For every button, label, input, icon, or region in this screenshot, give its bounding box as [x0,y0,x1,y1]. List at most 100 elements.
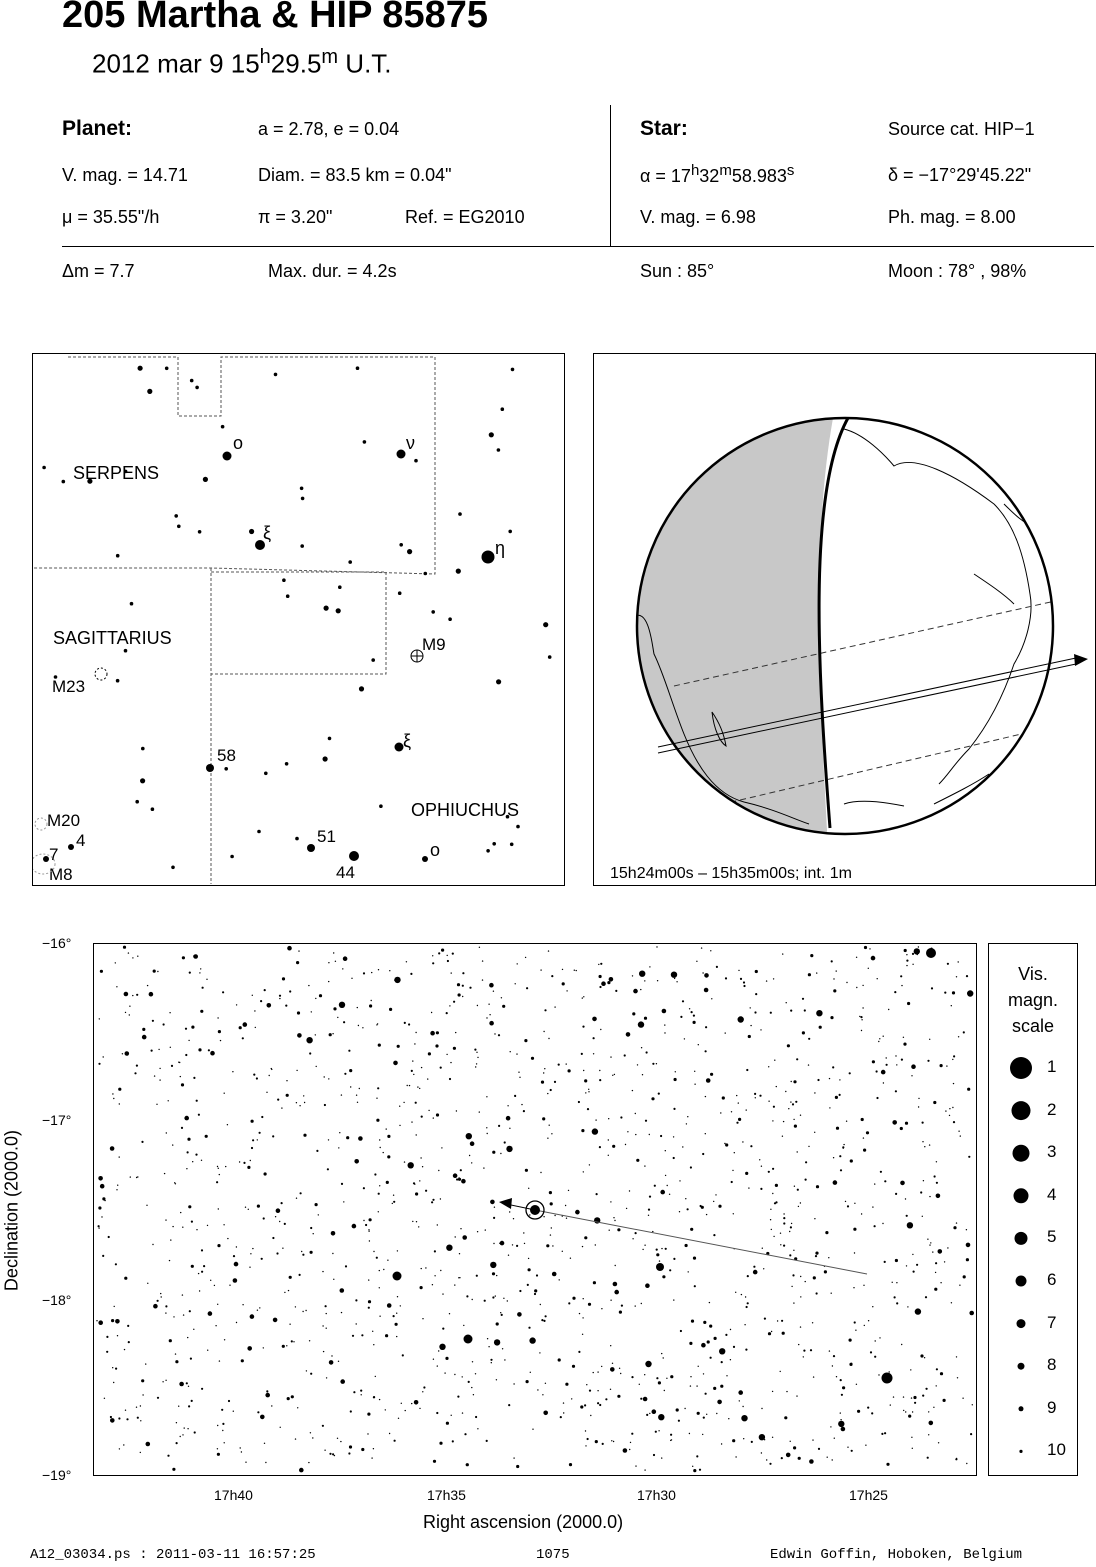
star-dot [124,1276,128,1280]
star-dot [174,514,178,518]
star-dot [568,1302,571,1305]
star-chart [93,943,977,1476]
star-dot [396,1250,399,1252]
star-dot [256,1309,259,1311]
star-dot [886,1462,890,1466]
star-dot [634,1232,637,1235]
star-dot [513,1383,515,1385]
star-dot [361,1334,364,1337]
footer-page-number: 1075 [536,1547,570,1563]
star-dot [793,1185,796,1187]
star-dot [227,1399,231,1403]
star-dot [466,1295,469,1298]
star-dot [481,550,495,564]
star-dot [792,1274,795,1277]
star-dot [860,1029,863,1032]
star-dot [325,1327,327,1329]
star-dot [271,1405,273,1407]
star-dot [867,1406,870,1409]
star-dot [772,978,775,980]
star-dot [547,1092,549,1095]
star-dot [394,976,401,984]
star-dot [503,1141,506,1144]
legend-magnitude-label: 9 [1047,1397,1057,1417]
star-dot [328,1033,332,1037]
star-dot [338,1147,340,1149]
star-dot [222,451,232,461]
star-dot [796,1151,798,1153]
star-dot [631,1432,634,1435]
star-dot [832,1157,835,1159]
star-dot [1016,1319,1026,1329]
star-dot [704,1392,707,1395]
star-dot [377,1192,380,1195]
star-dot [732,1345,736,1348]
star-dot [950,1005,952,1007]
star-dot [114,1263,117,1266]
star-dot [799,1114,802,1116]
star-dot [573,969,575,971]
star-dot [471,1162,473,1164]
star-dot [258,1131,261,1134]
star-dot [771,1436,774,1438]
star-dot [281,1344,285,1348]
star-dot [305,1370,308,1372]
star-dot [853,1252,856,1254]
star-dot [376,1118,380,1122]
star-dot [649,966,651,968]
legend-magnitude-label: 8 [1047,1355,1057,1375]
star-dot [617,1228,621,1232]
star-dot [187,1385,190,1387]
star-dot [808,1037,811,1040]
star-dot [612,1074,614,1076]
star-dot [874,1355,877,1358]
star-dot [742,1141,744,1143]
m9-cluster-icon [410,649,424,663]
star-dot [737,1016,744,1023]
star-dot [302,1310,304,1313]
star-dot [415,1192,419,1196]
star-dot [631,975,634,977]
star-dot [250,1146,254,1150]
star-dot [476,1231,479,1233]
star-dot [305,1309,307,1312]
star-dot [284,762,289,766]
star-dot [568,1463,573,1467]
star-dot [833,989,837,993]
star-dot [614,1289,619,1295]
star-dot [543,622,549,628]
star-dot [379,1315,381,1317]
y-tick: −16° [42,935,72,951]
star-dot [198,1048,202,1052]
star-dot [340,1094,343,1096]
ra-min: 32 [699,166,720,186]
star-dot [475,1415,478,1419]
star-dot [499,1240,505,1246]
star-dot [427,1052,431,1056]
star-dot [377,1211,379,1213]
star-dot [488,1346,490,1348]
star-dot [310,1372,313,1375]
star-dot [252,1139,255,1142]
star-dot [738,1400,740,1402]
star-dot [785,1090,787,1093]
y-tick: −19° [42,1467,72,1483]
star-dot [434,1275,436,1277]
star-dot [396,1296,399,1298]
star-dot [368,1229,370,1231]
star-dot [310,1011,312,1013]
star-dot [658,1260,661,1262]
planet-parallax: π = 3.20" [258,207,333,227]
star-dot [922,1141,924,1143]
star-dot [950,1302,953,1304]
star-dot [905,1214,908,1217]
star-dot [842,1386,846,1390]
star-dot [475,1063,478,1065]
star-dot [495,1322,499,1326]
date-minutes: 29.5 [270,48,322,79]
star-dot [285,1004,288,1007]
star-dot [182,1434,184,1436]
star-dot [578,1350,581,1353]
star-dot [127,952,130,954]
star-dot [678,1211,681,1213]
